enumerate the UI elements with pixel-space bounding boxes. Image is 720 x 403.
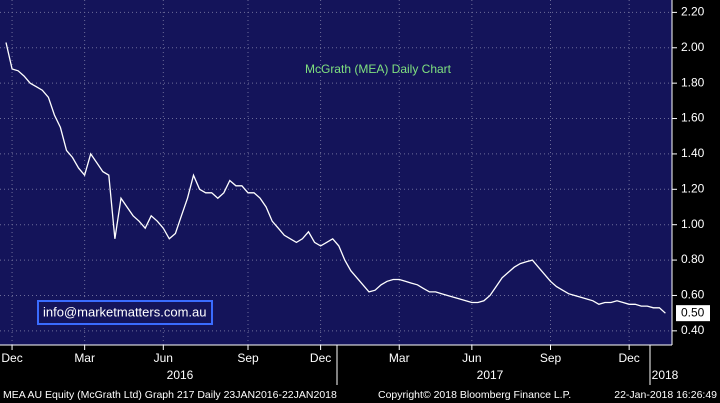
- footer-left: MEA AU Equity (McGrath Ltd) Graph 217 Da…: [3, 389, 337, 401]
- annotation: info@marketmatters.com.au: [43, 304, 206, 319]
- y-tick-label: 2.00: [681, 40, 705, 54]
- x-tick-label: Dec: [310, 351, 331, 365]
- x-tick-label: Mar: [389, 351, 410, 365]
- y-tick-label: 1.20: [681, 181, 705, 195]
- x-tick-label: Jun: [154, 351, 173, 365]
- y-tick-label: 0.60: [681, 288, 705, 302]
- x-group-label: 2017: [477, 368, 504, 382]
- x-tick-label: Dec: [618, 351, 639, 365]
- x-group-label: 2016: [167, 368, 194, 382]
- y-tick-label: 0.80: [681, 252, 705, 266]
- x-tick-label: Dec: [1, 351, 22, 365]
- x-tick-label: Mar: [74, 351, 95, 365]
- y-tick-label: 1.00: [681, 217, 705, 231]
- price-line: [5, 42, 666, 314]
- y-tick-label: 1.80: [681, 75, 705, 89]
- y-tick-label: 0.40: [681, 323, 705, 337]
- x-tick-label: Jun: [462, 351, 481, 365]
- x-group-label: 2018: [652, 368, 679, 382]
- annotation-box: [37, 300, 213, 325]
- footer-bar: [0, 385, 720, 403]
- y-tick-label: 2.20: [681, 5, 705, 19]
- y-tick-label: 1.40: [681, 146, 705, 160]
- x-tick-label: Sep: [540, 351, 562, 365]
- plot-background: [0, 0, 672, 345]
- y-tick-label: 1.60: [681, 111, 705, 125]
- footer-right: 22-Jan-2018 16:26:49: [614, 389, 717, 401]
- footer-center: Copyright© 2018 Bloomberg Finance L.P.: [378, 389, 571, 401]
- last-price-label: 0.50: [681, 305, 705, 319]
- last-price-box: [676, 305, 710, 322]
- chart-title: McGrath (MEA) Daily Chart: [305, 62, 452, 76]
- x-tick-label: Sep: [237, 351, 259, 365]
